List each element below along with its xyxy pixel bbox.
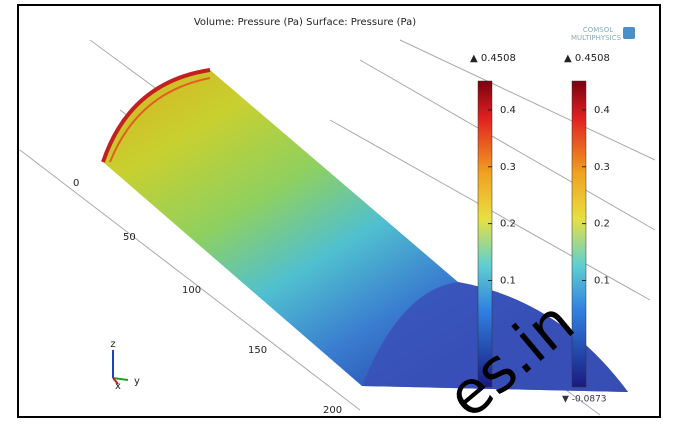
page: {"title": "Volume: Pressure (Pa) Surface… — [0, 0, 678, 441]
colorbar-tick-label: 0.1 — [594, 275, 610, 286]
axis-label: 0 — [73, 178, 79, 189]
triad-label: y — [134, 376, 140, 387]
logo: COMSOL — [583, 26, 613, 34]
colorbar-tick-label: 0.1 — [500, 275, 516, 286]
colorbar-tick-label: 0.3 — [500, 162, 516, 173]
colorbar-tick-label: 0.3 — [594, 162, 610, 173]
axis-label: 100 — [182, 285, 201, 296]
triad-label: x — [115, 381, 121, 392]
colorbar-max: ▲ 0.4508 — [564, 53, 610, 64]
plot-title: Volume: Pressure (Pa) Surface: Pressure … — [194, 17, 416, 28]
triad-label: z — [110, 339, 115, 350]
axis-triad: z x y — [110, 339, 140, 392]
colorbar-tick-label: 0.2 — [594, 219, 610, 230]
axis-label: 150 — [248, 345, 267, 356]
logo: MULTIPHYSICS — [571, 34, 622, 42]
colorbar-tick-label: 0.4 — [500, 105, 516, 116]
colorbar-min: ▼ -0.0873 — [562, 395, 607, 405]
logo-icon — [623, 27, 635, 39]
colorbar-tick-label: 0.4 — [594, 105, 610, 116]
axis-label: 50 — [123, 232, 136, 243]
colorbar-tick-label: 0.2 — [500, 219, 516, 230]
axis-label: 200 — [323, 405, 342, 416]
screenshot: Volume: Pressure (Pa) Surface: Pressure … — [0, 0, 678, 441]
colorbar-max: ▲ 0.4508 — [470, 53, 516, 64]
